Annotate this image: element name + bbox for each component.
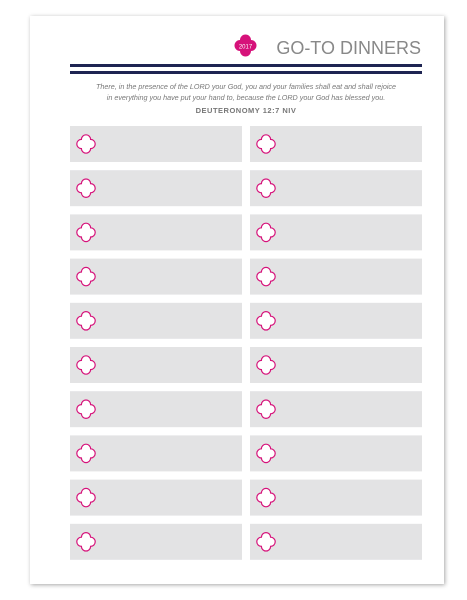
quatrefoil-icon bbox=[256, 443, 276, 464]
badge-year: 2017 bbox=[239, 45, 253, 51]
quatrefoil-icon bbox=[76, 134, 96, 154]
quatrefoil-icon bbox=[76, 355, 96, 375]
entry-box bbox=[70, 214, 242, 251]
entry-grid bbox=[70, 126, 422, 560]
quatrefoil-icon bbox=[76, 311, 96, 331]
rule bbox=[70, 71, 422, 74]
quatrefoil-icon bbox=[76, 266, 96, 287]
quatrefoil-icon bbox=[256, 178, 276, 198]
quatrefoil-icon bbox=[76, 399, 96, 419]
entry-box bbox=[250, 391, 422, 428]
entry-box bbox=[70, 479, 242, 516]
entry-box bbox=[250, 347, 422, 383]
quatrefoil-icon bbox=[256, 399, 276, 419]
entry-box bbox=[70, 391, 242, 428]
quatrefoil-icon bbox=[256, 222, 276, 243]
quatrefoil-icon bbox=[76, 222, 96, 243]
entry-box bbox=[250, 435, 422, 472]
entry-box bbox=[250, 126, 422, 162]
verse-reference: DEUTERONOMY 12:7 NIV bbox=[196, 106, 297, 115]
verse-line: in everything you have put your hand to,… bbox=[107, 93, 386, 102]
entry-box bbox=[250, 258, 422, 295]
title: GO-TO DINNERS bbox=[276, 38, 421, 58]
quatrefoil-icon bbox=[76, 443, 96, 464]
entry-box bbox=[250, 479, 422, 516]
quatrefoil-icon bbox=[76, 532, 96, 552]
entry-box bbox=[70, 347, 242, 383]
quatrefoil-icon bbox=[76, 178, 96, 198]
entry-box bbox=[250, 302, 422, 339]
entry-box bbox=[70, 435, 242, 472]
quatrefoil-icon bbox=[256, 134, 276, 154]
quatrefoil-icon bbox=[256, 355, 276, 375]
quatrefoil-icon bbox=[256, 487, 276, 508]
quatrefoil-icon bbox=[256, 266, 276, 287]
entry-box bbox=[250, 170, 422, 207]
entry-box bbox=[70, 302, 242, 339]
entry-box bbox=[250, 523, 422, 560]
entry-box bbox=[250, 214, 422, 251]
quatrefoil-icon bbox=[256, 311, 276, 331]
quatrefoil-icon bbox=[76, 487, 96, 508]
rule bbox=[70, 64, 422, 67]
badge bbox=[234, 34, 257, 57]
entry-box bbox=[70, 523, 242, 560]
entry-box bbox=[70, 126, 242, 162]
verse-line: There, in the presence of the LORD your … bbox=[96, 82, 396, 91]
quatrefoil-icon bbox=[256, 532, 276, 552]
entry-box bbox=[70, 258, 242, 295]
entry-box bbox=[70, 170, 242, 207]
